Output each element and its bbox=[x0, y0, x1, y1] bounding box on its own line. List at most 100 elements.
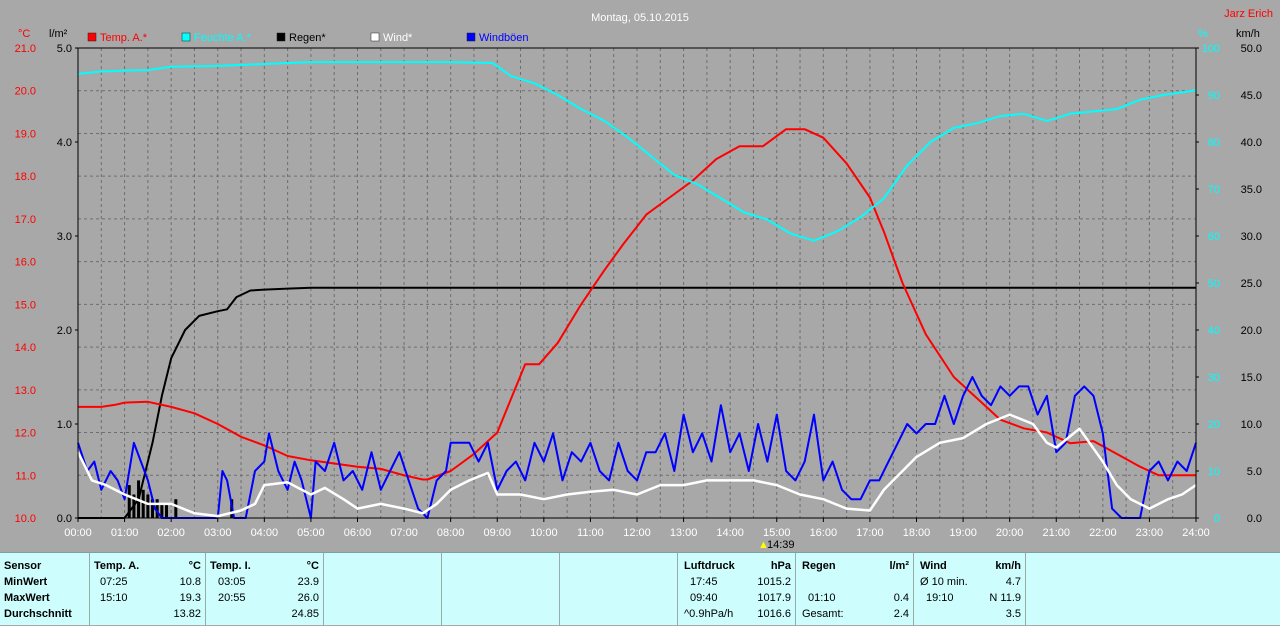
x-tick-label: 01:00 bbox=[111, 527, 139, 539]
stats-empty-column-2 bbox=[442, 553, 560, 626]
humidity-tick-label: 70 bbox=[1208, 184, 1220, 196]
pressure-min-value: 1015.2 bbox=[757, 576, 791, 588]
wind-max-value: N 11.9 bbox=[989, 592, 1021, 604]
x-tick-label: 15:00 bbox=[763, 527, 791, 539]
wind-tick-label: 10.0 bbox=[1241, 419, 1262, 431]
stats-sensor-column: Sensor MinWert MaxWert Durchschnitt bbox=[0, 553, 90, 626]
temp-i-min-value: 23.9 bbox=[297, 576, 319, 588]
wind-avg-value: 4.7 bbox=[1005, 576, 1021, 588]
cursor-arrow-icon: ▲ bbox=[758, 539, 769, 551]
pressure-max-value: 1017.9 bbox=[757, 592, 791, 604]
x-tick-label: 18:00 bbox=[903, 527, 931, 539]
series-line-hum bbox=[77, 61, 1197, 242]
pressure-max-time: 09:40 bbox=[690, 592, 718, 604]
wind-tick-label: 30.0 bbox=[1241, 231, 1262, 243]
wind-tick-label: 50.0 bbox=[1241, 43, 1262, 55]
wind-tick-label: 25.0 bbox=[1241, 278, 1262, 290]
x-tick-label: 14:00 bbox=[716, 527, 744, 539]
x-tick-label: 05:00 bbox=[297, 527, 325, 539]
legend: Temp. A.* Feuchte A.* Regen* Wind* Windböen bbox=[87, 32, 529, 44]
chart-title: Montag, 05.10.2015 bbox=[591, 12, 689, 24]
rain-bar bbox=[155, 499, 159, 518]
rain-bar bbox=[141, 489, 145, 518]
temp-i-min-time: 03:05 bbox=[218, 576, 246, 588]
stats-pressure-column: Luftdruck hPa 17:45 1015.2 09:40 1017.9 ^0.… bbox=[678, 553, 796, 626]
wind-tick-label: 5.0 bbox=[1247, 466, 1262, 478]
cursor-marker: ▲ 14:39 bbox=[758, 539, 795, 551]
x-tick-label: 02:00 bbox=[157, 527, 185, 539]
rain-unit: l/m² bbox=[889, 560, 909, 572]
series-line-temp bbox=[78, 128, 1196, 481]
temp-tick-label: 10.0 bbox=[15, 513, 36, 525]
x-tick-label: 03:00 bbox=[204, 527, 232, 539]
rain-bar bbox=[165, 503, 169, 518]
series-line-wind bbox=[77, 376, 1197, 519]
rain-bar bbox=[174, 499, 178, 518]
rain-bar bbox=[151, 499, 155, 518]
temp-i-max-value: 26.0 bbox=[297, 592, 319, 604]
humidity-tick-label: 90 bbox=[1208, 90, 1220, 102]
temp-tick-label: 13.0 bbox=[15, 385, 36, 397]
x-tick-label: 06:00 bbox=[344, 527, 372, 539]
rain-total-value: 2.4 bbox=[893, 608, 909, 620]
legend-label: Wind* bbox=[383, 32, 413, 44]
temp-tick-label: 18.0 bbox=[15, 171, 36, 183]
temp-i-unit: °C bbox=[306, 560, 319, 572]
pressure-trend: ^0.9hPa/h bbox=[684, 608, 734, 620]
rain-bar bbox=[127, 485, 131, 518]
durchschnitt-label: Durchschnitt bbox=[4, 608, 72, 620]
temp-i-header: Temp. I. bbox=[210, 560, 251, 572]
temp-a-max-value: 19.3 bbox=[179, 592, 201, 604]
stats-empty-column-3 bbox=[560, 553, 678, 626]
pressure-unit: hPa bbox=[770, 560, 791, 572]
legend-label: Windböen bbox=[479, 32, 529, 44]
humidity-tick-label: 40 bbox=[1208, 325, 1220, 337]
temp-i-average: 24.85 bbox=[291, 608, 319, 620]
x-tick-label: 23:00 bbox=[1136, 527, 1164, 539]
wind-average: 3.5 bbox=[1005, 608, 1021, 620]
temp-tick-label: 11.0 bbox=[15, 470, 36, 482]
humidity-tick-label: 10 bbox=[1208, 466, 1220, 478]
axis-ticks: 00:00 01:00 02:00 03:00 04:00 05:00 06:00 07:00… bbox=[15, 43, 1262, 539]
humidity-tick-label: 60 bbox=[1208, 231, 1220, 243]
wind-tick-label: 20.0 bbox=[1241, 325, 1262, 337]
x-tick-label: 16:00 bbox=[810, 527, 838, 539]
rain-bar bbox=[160, 503, 164, 518]
temp-a-average: 13.82 bbox=[173, 608, 201, 620]
legend-swatch bbox=[87, 32, 97, 42]
humidity-tick-label: 0 bbox=[1214, 513, 1220, 525]
legend-swatch bbox=[276, 32, 286, 42]
pressure-current: 1016.6 bbox=[757, 608, 791, 620]
temp-a-min-time: 07:25 bbox=[100, 576, 128, 588]
wind-tick-label: 15.0 bbox=[1241, 372, 1262, 384]
wind-header: Wind bbox=[920, 560, 947, 572]
temp-tick-label: 17.0 bbox=[15, 214, 36, 226]
legend-swatch bbox=[181, 32, 191, 42]
wind-tick-label: 0.0 bbox=[1247, 513, 1262, 525]
pressure-header: Luftdruck bbox=[684, 560, 735, 572]
stats-wind-column: Wind km/h Ø 10 min. 4.7 19:10 N 11.9 3.5 bbox=[914, 553, 1026, 626]
wind-max-time: 19:10 bbox=[926, 592, 954, 604]
legend-label: Regen* bbox=[289, 32, 326, 44]
temp-axis-unit: °C bbox=[18, 28, 30, 40]
cursor-time: 14:39 bbox=[767, 539, 795, 551]
stats-empty-column-1 bbox=[324, 553, 442, 626]
wind-tick-label: 45.0 bbox=[1241, 90, 1262, 102]
rain-tick-label: 0.0 bbox=[57, 513, 72, 525]
legend-label: Feuchte A.* bbox=[194, 32, 252, 44]
humidity-tick-label: 30 bbox=[1208, 372, 1220, 384]
x-tick-label: 19:00 bbox=[949, 527, 977, 539]
rain-tick-label: 2.0 bbox=[57, 325, 72, 337]
pressure-min-time: 17:45 bbox=[690, 576, 718, 588]
wind-axis-unit: km/h bbox=[1236, 28, 1260, 40]
author-label: Jarz Erich bbox=[1224, 8, 1273, 20]
temp-tick-label: 19.0 bbox=[15, 128, 36, 140]
temp-a-max-time: 15:10 bbox=[100, 592, 128, 604]
rain-total-label: Gesamt: bbox=[802, 608, 844, 620]
humidity-tick-label: 20 bbox=[1208, 419, 1220, 431]
rain-bar bbox=[146, 494, 150, 518]
temp-a-header: Temp. A. bbox=[94, 560, 140, 572]
sensor-header: Sensor bbox=[4, 560, 42, 572]
weather-chart: 00:00 01:00 02:00 03:00 04:00 05:00 06:00 07:00… bbox=[15, 8, 1273, 551]
rain-value: 0.4 bbox=[893, 592, 909, 604]
